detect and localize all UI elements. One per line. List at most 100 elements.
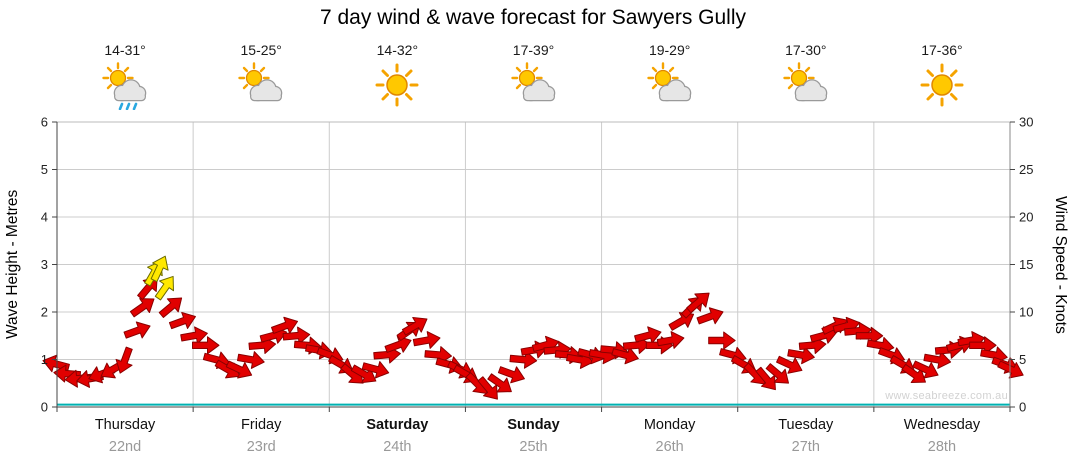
sun-icon xyxy=(920,63,964,107)
rain-icon xyxy=(118,102,138,111)
day-header-saturday: 14-32° xyxy=(329,42,465,110)
watermark: www.seabreeze.com.au xyxy=(885,390,1008,402)
sun-icon xyxy=(783,62,815,90)
tick-label-wave-metres: 6 xyxy=(41,115,48,130)
wind-arrow xyxy=(787,346,815,365)
wind-arrow xyxy=(477,376,498,400)
day-date-wednesday: 28th xyxy=(927,439,957,455)
day-header-sunday: 17-39° xyxy=(466,42,602,110)
sun-icon xyxy=(102,62,134,90)
wind-arrow xyxy=(180,326,208,345)
temp-range: 17-39° xyxy=(512,42,555,58)
wind-arrow xyxy=(497,366,525,384)
wind-arrow xyxy=(708,331,736,350)
wind-arrow xyxy=(755,366,776,391)
wave-height-axis-label: Wave Height - Metres xyxy=(4,189,21,340)
tick-label-wave-metres: 2 xyxy=(41,305,48,320)
page-title: 7 day wind & wave forecast for Sawyers G… xyxy=(319,6,746,29)
day-header-monday: 19-29° xyxy=(602,42,738,110)
wind-arrow xyxy=(776,355,803,374)
wind-arrow xyxy=(611,346,639,365)
wind-arrow xyxy=(912,360,939,379)
weather-icon-sun-cloud xyxy=(602,62,738,110)
wind-arrow xyxy=(271,316,299,334)
weather-icon-sun xyxy=(329,62,465,110)
weather-icon-sun-cloud xyxy=(193,62,329,110)
wind-arrow xyxy=(384,335,412,353)
wind-arrow xyxy=(53,364,82,383)
sun-icon xyxy=(238,62,270,90)
tick-label-wind-knots: 20 xyxy=(1019,210,1033,225)
day-label-monday: Monday xyxy=(643,417,696,433)
day-label-thursday: Thursday xyxy=(94,417,156,433)
day-label-wednesday: Wednesday xyxy=(903,417,981,433)
tick-label-wave-metres: 4 xyxy=(41,210,48,225)
day-header-thursday: 14-31° xyxy=(57,42,193,111)
wind-arrow xyxy=(969,336,997,355)
day-date-saturday: 24th xyxy=(383,439,412,455)
weather-icon-sun xyxy=(874,62,1010,110)
day-label-saturday: Saturday xyxy=(366,417,429,433)
day-header-wednesday: 17-36° xyxy=(874,42,1010,110)
temp-range: 15-25° xyxy=(240,42,282,58)
temp-range: 14-32° xyxy=(376,42,419,58)
wind-arrow xyxy=(634,326,662,344)
wind-arrow xyxy=(696,307,724,325)
wind-arrow xyxy=(412,331,441,349)
tick-label-wind-knots: 5 xyxy=(1019,352,1026,367)
wind-arrow-peak xyxy=(154,275,174,301)
wind-arrow xyxy=(509,350,538,369)
weather-icon-sun-cloud xyxy=(466,62,602,110)
day-header-tuesday: 17-30° xyxy=(738,42,874,110)
wind-arrow xyxy=(656,331,685,349)
wind-arrow xyxy=(401,316,428,336)
wind-arrow xyxy=(765,363,790,384)
tick-label-wind-knots: 25 xyxy=(1019,162,1033,177)
tick-label-wave-metres: 5 xyxy=(41,162,48,177)
temp-range: 19-29° xyxy=(648,42,691,58)
day-label-sunday: Sunday xyxy=(507,417,560,433)
day-header-friday: 15-25° xyxy=(193,42,329,110)
day-date-sunday: 25th xyxy=(519,439,548,455)
wind-arrow xyxy=(901,363,926,383)
wind-arrow xyxy=(361,361,390,379)
tick-label-wave-metres: 3 xyxy=(41,257,48,272)
tick-label-wind-knots: 0 xyxy=(1019,400,1026,415)
wind-arrow xyxy=(923,351,952,369)
wind-arrow xyxy=(129,298,155,318)
wind-arrow-peak xyxy=(150,255,169,283)
temp-range: 17-30° xyxy=(785,42,827,58)
wind-speed-axis-label: Wind Speed - Knots xyxy=(1052,195,1069,334)
wind-arrow xyxy=(123,321,151,339)
sun-icon xyxy=(375,63,419,107)
wind-arrow xyxy=(158,297,183,318)
tick-label-wind-knots: 15 xyxy=(1019,257,1033,272)
wind-arrow xyxy=(192,336,220,355)
sun-icon xyxy=(646,62,679,90)
day-label-tuesday: Tuesday xyxy=(778,417,834,433)
day-label-friday: Friday xyxy=(241,417,282,433)
wind-arrow xyxy=(237,351,265,369)
temp-range: 17-36° xyxy=(921,42,963,58)
day-date-tuesday: 27th xyxy=(791,439,820,455)
wind-arrow xyxy=(487,373,512,393)
wind-arrow xyxy=(855,326,884,345)
weather-icon-sun-cloud xyxy=(738,62,874,110)
wind-arrow xyxy=(115,346,133,374)
day-date-thursday: 22nd xyxy=(108,439,142,455)
wind-arrow xyxy=(282,326,311,345)
temp-range: 14-31° xyxy=(104,42,146,58)
day-date-monday: 26th xyxy=(655,439,684,455)
wind-arrow xyxy=(686,292,710,314)
sun-icon xyxy=(510,62,543,90)
tick-label-wind-knots: 10 xyxy=(1019,305,1033,320)
tick-label-wave-metres: 1 xyxy=(41,352,48,367)
wind-arrow xyxy=(225,360,253,379)
tick-label-wind-knots: 30 xyxy=(1019,115,1033,130)
tick-label-wave-metres: 0 xyxy=(41,400,48,415)
weather-icon-sun-cloud-rain xyxy=(57,62,193,111)
wind-arrow xyxy=(168,311,196,330)
day-date-friday: 23rd xyxy=(246,439,276,455)
